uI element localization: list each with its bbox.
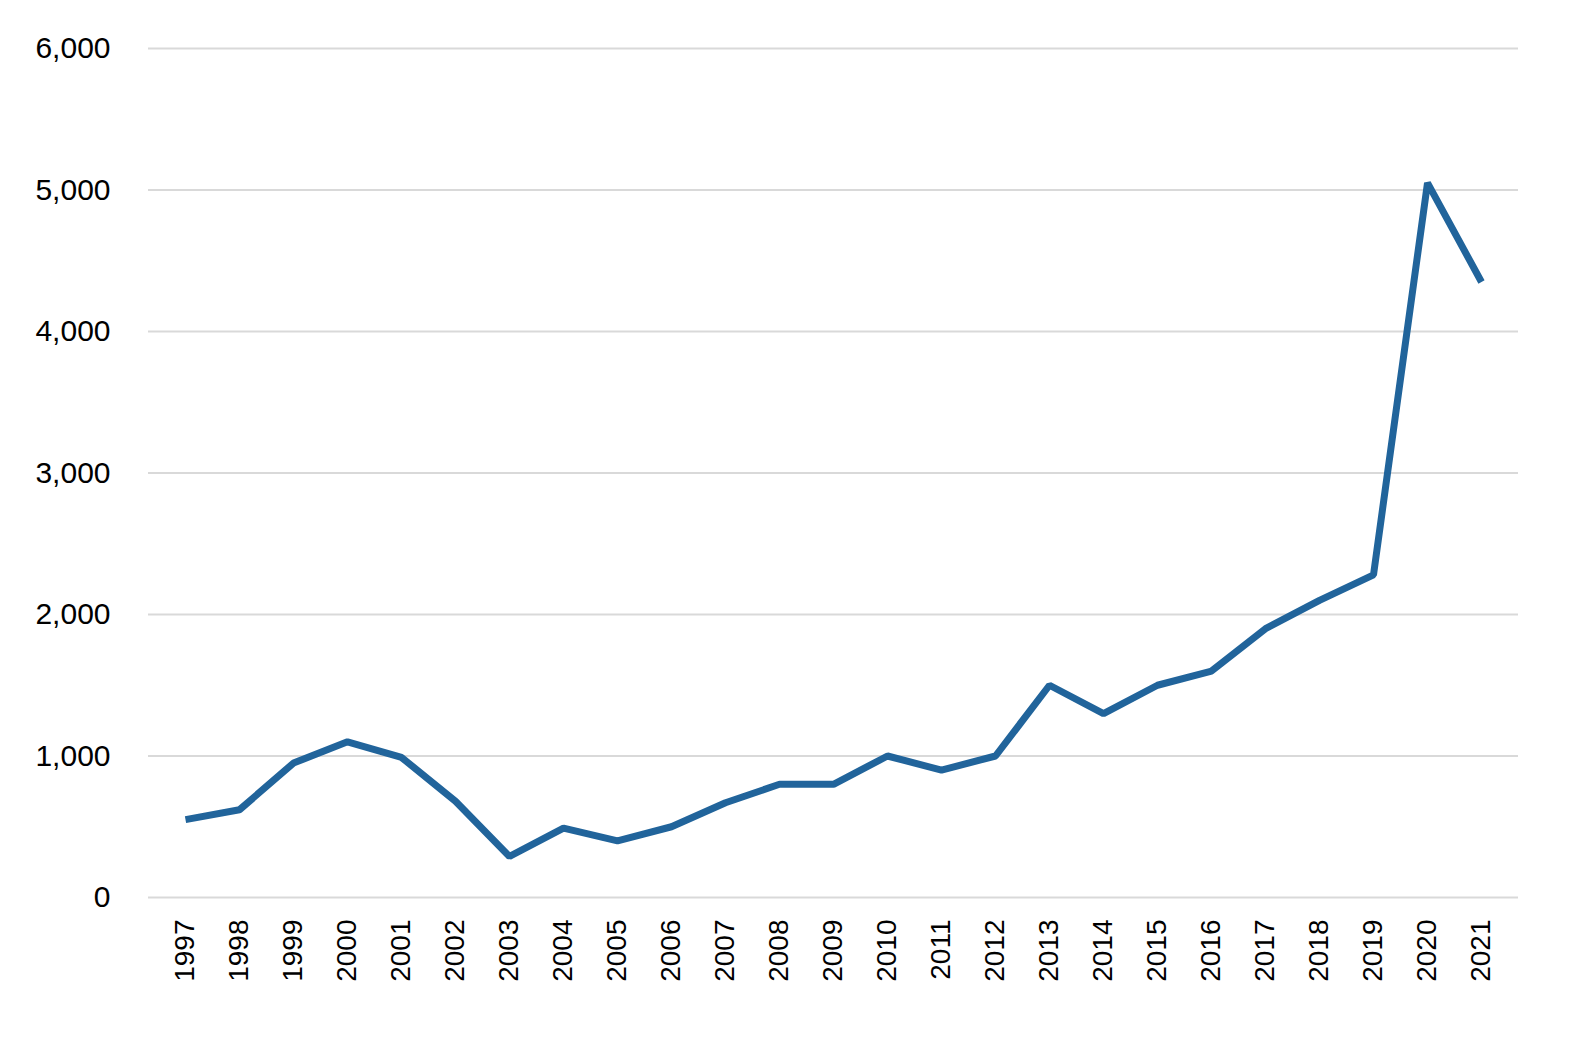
svg-text:2019: 2019 <box>1357 920 1388 982</box>
svg-text:1999: 1999 <box>277 920 308 982</box>
svg-text:2004: 2004 <box>547 920 578 982</box>
svg-text:2021: 2021 <box>1465 920 1496 982</box>
svg-text:2016: 2016 <box>1195 920 1226 982</box>
svg-text:2002: 2002 <box>439 920 470 982</box>
svg-text:2001: 2001 <box>385 920 416 982</box>
svg-text:2014: 2014 <box>1087 920 1118 982</box>
svg-text:2011: 2011 <box>925 920 956 980</box>
svg-text:2013: 2013 <box>1033 920 1064 982</box>
svg-text:2020: 2020 <box>1411 920 1442 982</box>
svg-text:2017: 2017 <box>1249 920 1280 982</box>
svg-text:2008: 2008 <box>763 920 794 982</box>
svg-text:2010: 2010 <box>871 920 902 982</box>
svg-text:3,000: 3,000 <box>35 456 110 489</box>
svg-text:2015: 2015 <box>1141 920 1172 982</box>
svg-text:1997: 1997 <box>169 920 200 982</box>
svg-text:1,000: 1,000 <box>35 739 110 772</box>
svg-text:2006: 2006 <box>655 920 686 982</box>
svg-text:2,000: 2,000 <box>35 597 110 630</box>
svg-text:2005: 2005 <box>601 920 632 982</box>
svg-text:2007: 2007 <box>709 920 740 982</box>
svg-text:2009: 2009 <box>817 920 848 982</box>
svg-text:2012: 2012 <box>979 920 1010 982</box>
svg-text:4,000: 4,000 <box>35 314 110 347</box>
svg-text:5,000: 5,000 <box>35 173 110 206</box>
svg-text:2018: 2018 <box>1303 920 1334 982</box>
svg-text:1998: 1998 <box>223 920 254 982</box>
svg-text:2000: 2000 <box>331 920 362 982</box>
svg-text:6,000: 6,000 <box>35 31 110 64</box>
svg-text:0: 0 <box>94 880 111 913</box>
svg-text:2003: 2003 <box>493 920 524 982</box>
